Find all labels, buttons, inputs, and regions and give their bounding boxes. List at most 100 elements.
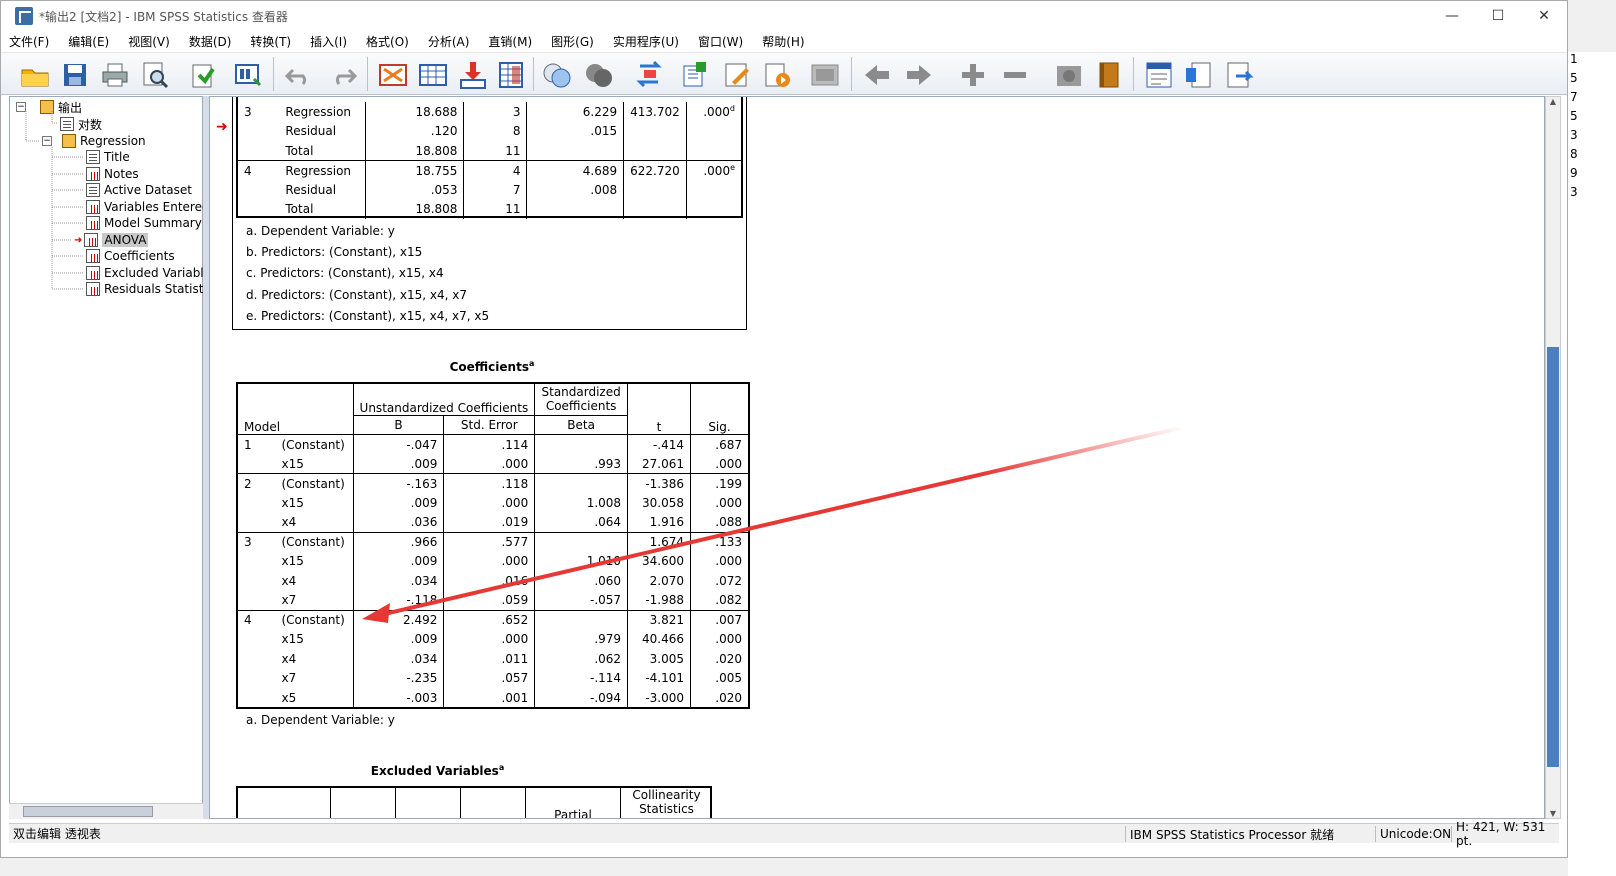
scroll-up-icon[interactable]: ▲ (1549, 97, 1557, 106)
menu-direct-marketing[interactable]: 直销(M) (488, 35, 533, 49)
collapse-toggle-icon[interactable]: − (16, 102, 26, 112)
strip-value: 1 (1570, 52, 1578, 66)
outline-horizontal-scrollbar[interactable] (9, 803, 203, 819)
open-folder-icon[interactable] (19, 59, 51, 91)
menu-bar: 文件(F) 编辑(E) 视图(V) 数据(D) 转换(T) 插入(I) 格式(O… (1, 31, 1567, 53)
coef-cell-beta (534, 609, 629, 630)
anova-cell-f: 622.720 (623, 160, 687, 180)
coef-cell-b: .009 (353, 454, 445, 474)
use-sets-icon[interactable] (583, 59, 615, 91)
insert-heading-icon[interactable] (1143, 59, 1175, 91)
tree-item-notes[interactable]: Notes (86, 166, 139, 182)
tree-item-active-dataset[interactable]: Active Dataset (86, 182, 192, 198)
anova-cell-f (623, 199, 687, 219)
back-arrow-icon[interactable] (861, 59, 893, 91)
content-vertical-scrollbar[interactable]: ▲ ▼ (1545, 96, 1561, 819)
spell-check-icon[interactable] (679, 59, 711, 91)
coef-cell-b: -.235 (353, 668, 445, 688)
book-icon[interactable] (1093, 59, 1125, 91)
insert-title-icon[interactable] (1183, 59, 1215, 91)
coef-cell-var: x15 (275, 551, 354, 571)
tree-item-model-summary[interactable]: Model Summary (86, 215, 202, 231)
show-all-variables-icon[interactable] (633, 59, 665, 91)
menu-window[interactable]: 窗口(W) (697, 35, 744, 49)
excluded-variables-table[interactable]: Partial Collinearity Statistics (236, 786, 712, 818)
collapse-toggle-icon[interactable]: − (42, 136, 52, 146)
anova-cell-label: Regression (279, 102, 366, 122)
run-script-icon[interactable] (761, 59, 793, 91)
menu-graphs[interactable]: 图形(G) (551, 35, 594, 49)
menu-format[interactable]: 格式(O) (366, 35, 409, 49)
coef-cell-var: x15 (275, 454, 354, 474)
collapse-minus-icon[interactable] (999, 59, 1031, 91)
menu-transform[interactable]: 转换(T) (250, 35, 292, 49)
goto-variable-icon[interactable] (417, 59, 449, 91)
designate-window-icon[interactable] (809, 59, 841, 91)
tree-item-excluded-variables[interactable]: Excluded Variable (86, 265, 211, 281)
tree-item-coefficients[interactable]: Coefficients (86, 248, 175, 264)
forward-arrow-icon[interactable] (903, 59, 935, 91)
scrollbar-thumb[interactable] (1547, 347, 1559, 767)
tree-item-regression[interactable]: − Regression (42, 134, 146, 148)
tree-root-output[interactable]: − 输出 (16, 100, 83, 115)
show-icon[interactable] (1053, 59, 1085, 91)
anova-cell-ss: 18.808 (365, 199, 465, 219)
close-button[interactable]: ✕ (1538, 8, 1550, 24)
coef-cell-beta: -.094 (534, 688, 629, 708)
menu-utilities[interactable]: 实用程序(U) (612, 35, 679, 49)
undo-icon[interactable] (283, 59, 315, 91)
expand-plus-icon[interactable] (957, 59, 989, 91)
anova-cell-model: 3 (244, 104, 252, 119)
anova-cell-ms: 6.229 (526, 102, 625, 122)
coef-cell-var: x15 (275, 629, 354, 649)
anova-cell-df: 11 (463, 141, 528, 161)
print-icon[interactable] (99, 59, 131, 91)
tree-item-title[interactable]: Title (86, 149, 130, 165)
tree-item-residuals-statistics[interactable]: Residuals Statisti (86, 281, 207, 297)
coefficients-table[interactable]: Model Unstandardized Coefficients Standa… (238, 384, 748, 708)
scroll-down-icon[interactable]: ▼ (1549, 809, 1557, 818)
strip-value: 3 (1570, 185, 1578, 199)
anova-cell-f (623, 180, 687, 200)
edit-script-icon[interactable] (721, 59, 753, 91)
save-icon[interactable] (59, 59, 91, 91)
insert-output-icon[interactable] (457, 59, 489, 91)
coef-cell-se: .114 (443, 434, 536, 454)
print-preview-icon[interactable] (139, 59, 171, 91)
coefficients-table-frame[interactable] (236, 382, 750, 709)
scrollbar-thumb[interactable] (23, 806, 153, 817)
coefficients-row: 1 (Constant) -.047.114 -.414 .687 (238, 434, 748, 454)
menu-edit[interactable]: 编辑(E) (68, 35, 110, 49)
tree-item-variables-entered[interactable]: Variables Entered (86, 199, 210, 215)
goto-case-icon[interactable] (377, 59, 409, 91)
coef-cell-b: -.163 (353, 473, 445, 493)
anova-footnote: c. Predictors: (Constant), x15, x4 (246, 266, 444, 281)
insert-text-icon[interactable] (1223, 59, 1255, 91)
anova-cell-df: 3 (463, 102, 528, 122)
redo-icon[interactable] (327, 59, 359, 91)
minimize-button[interactable]: — (1445, 8, 1459, 24)
value-labels-icon[interactable] (541, 59, 573, 91)
tree-item-log[interactable]: 对数 (60, 116, 102, 132)
variables-entered-table-icon (86, 200, 100, 214)
menu-view[interactable]: 视图(V) (128, 35, 170, 49)
menu-data[interactable]: 数据(D) (188, 35, 232, 49)
coef-cell-se: .011 (443, 649, 536, 669)
anova-cell-ss: .120 (365, 121, 465, 141)
tree-item-anova[interactable]: ➜ ANOVA (74, 233, 149, 247)
anova-row: Total 18.808 11 (238, 199, 741, 219)
export-icon[interactable] (187, 59, 219, 91)
header-sig: Sig. (690, 384, 748, 435)
coef-cell-se: .000 (443, 454, 536, 474)
menu-file[interactable]: 文件(F) (9, 35, 50, 49)
anova-cell-ss: .053 (365, 180, 465, 200)
menu-insert[interactable]: 插入(I) (310, 35, 348, 49)
variables-icon[interactable] (495, 59, 527, 91)
residuals-table-icon (86, 282, 100, 296)
pane-splitter[interactable] (203, 96, 209, 819)
menu-help[interactable]: 帮助(H) (762, 35, 805, 49)
goto-data-icon[interactable] (233, 59, 265, 91)
menu-analyze[interactable]: 分析(A) (427, 35, 470, 49)
anova-table[interactable]: 3 Regression 18.688 3 6.229 413.702.000d Resid… (238, 102, 741, 219)
maximize-button[interactable]: ☐ (1491, 8, 1505, 24)
